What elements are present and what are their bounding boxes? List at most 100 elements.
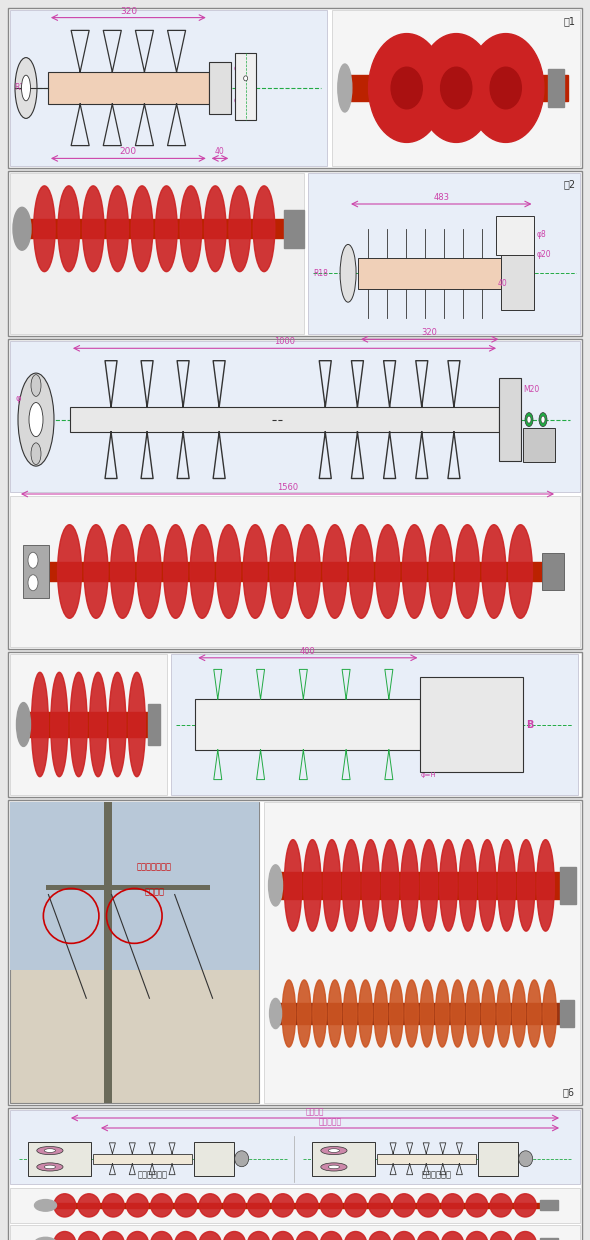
Ellipse shape: [44, 1148, 55, 1152]
Ellipse shape: [156, 186, 177, 272]
Text: 复合横担绝缘子: 复合横担绝缘子: [137, 863, 172, 872]
Ellipse shape: [541, 417, 545, 423]
Ellipse shape: [90, 672, 107, 776]
Text: 320: 320: [422, 329, 438, 337]
Ellipse shape: [455, 525, 479, 619]
Ellipse shape: [270, 998, 281, 1029]
Bar: [28, 1142, 90, 1176]
Ellipse shape: [175, 1231, 197, 1240]
Ellipse shape: [270, 525, 294, 619]
Ellipse shape: [109, 672, 126, 776]
Ellipse shape: [34, 186, 55, 272]
Ellipse shape: [369, 1231, 391, 1240]
Ellipse shape: [15, 57, 37, 118]
Ellipse shape: [519, 1151, 533, 1167]
Bar: [23, 546, 49, 598]
Bar: [10, 802, 258, 970]
Ellipse shape: [481, 980, 495, 1047]
Ellipse shape: [282, 980, 296, 1047]
Bar: [8, 1109, 582, 1240]
Ellipse shape: [381, 839, 399, 931]
Ellipse shape: [442, 1194, 464, 1216]
Bar: [235, 53, 256, 120]
Ellipse shape: [58, 186, 80, 272]
Ellipse shape: [272, 1194, 294, 1216]
Ellipse shape: [102, 1231, 124, 1240]
Ellipse shape: [417, 1231, 439, 1240]
Text: 200: 200: [120, 148, 137, 156]
Bar: [358, 258, 502, 289]
Text: 1000: 1000: [274, 337, 295, 346]
Ellipse shape: [78, 1194, 100, 1216]
Bar: [523, 428, 555, 461]
Ellipse shape: [509, 525, 532, 619]
Ellipse shape: [151, 1194, 173, 1216]
Text: R18: R18: [313, 269, 329, 278]
Bar: [421, 677, 523, 771]
Ellipse shape: [102, 1194, 124, 1216]
Bar: [10, 341, 580, 492]
Ellipse shape: [369, 33, 445, 143]
Ellipse shape: [517, 839, 535, 931]
Ellipse shape: [429, 525, 453, 619]
Bar: [8, 171, 582, 336]
Ellipse shape: [111, 525, 135, 619]
Text: R11: R11: [14, 83, 29, 93]
Bar: [376, 1153, 476, 1164]
Bar: [209, 62, 231, 114]
Ellipse shape: [126, 1194, 148, 1216]
Ellipse shape: [107, 186, 129, 272]
Bar: [539, 1200, 558, 1210]
Bar: [10, 1110, 580, 1183]
Bar: [93, 1153, 192, 1164]
Ellipse shape: [328, 1166, 339, 1169]
Ellipse shape: [132, 186, 153, 272]
Ellipse shape: [34, 1199, 57, 1211]
Text: 绝缘子安装: 绝缘子安装: [319, 1117, 342, 1126]
Ellipse shape: [224, 1194, 245, 1216]
Ellipse shape: [389, 980, 403, 1047]
Bar: [104, 802, 112, 1104]
Ellipse shape: [244, 76, 248, 81]
Ellipse shape: [253, 186, 275, 272]
Bar: [10, 174, 304, 334]
Bar: [539, 1238, 558, 1240]
Ellipse shape: [451, 980, 464, 1047]
Ellipse shape: [54, 1231, 76, 1240]
Ellipse shape: [323, 839, 340, 931]
Ellipse shape: [338, 64, 352, 112]
Bar: [10, 496, 580, 647]
Bar: [171, 653, 578, 795]
Ellipse shape: [359, 980, 372, 1047]
Text: φ8: φ8: [233, 64, 243, 73]
Ellipse shape: [217, 525, 241, 619]
Ellipse shape: [180, 186, 202, 272]
Ellipse shape: [442, 1231, 464, 1240]
Ellipse shape: [175, 1194, 197, 1216]
Bar: [48, 72, 209, 104]
Ellipse shape: [31, 672, 48, 776]
Ellipse shape: [284, 839, 301, 931]
Ellipse shape: [128, 672, 145, 776]
Ellipse shape: [320, 1194, 342, 1216]
Bar: [21, 712, 156, 737]
Ellipse shape: [362, 839, 379, 931]
Bar: [560, 1001, 574, 1027]
Text: 40: 40: [215, 148, 225, 156]
Bar: [8, 339, 582, 649]
Ellipse shape: [37, 1147, 63, 1154]
Text: 483: 483: [433, 193, 449, 202]
Ellipse shape: [151, 1231, 173, 1240]
Bar: [41, 1203, 549, 1208]
Ellipse shape: [328, 1148, 339, 1152]
Ellipse shape: [391, 67, 422, 109]
Ellipse shape: [272, 1231, 294, 1240]
Bar: [332, 10, 580, 166]
Ellipse shape: [401, 839, 418, 931]
Ellipse shape: [84, 525, 108, 619]
Ellipse shape: [323, 525, 347, 619]
Ellipse shape: [37, 1163, 63, 1171]
Text: M20: M20: [523, 384, 539, 394]
Ellipse shape: [466, 1194, 488, 1216]
Ellipse shape: [525, 413, 533, 427]
